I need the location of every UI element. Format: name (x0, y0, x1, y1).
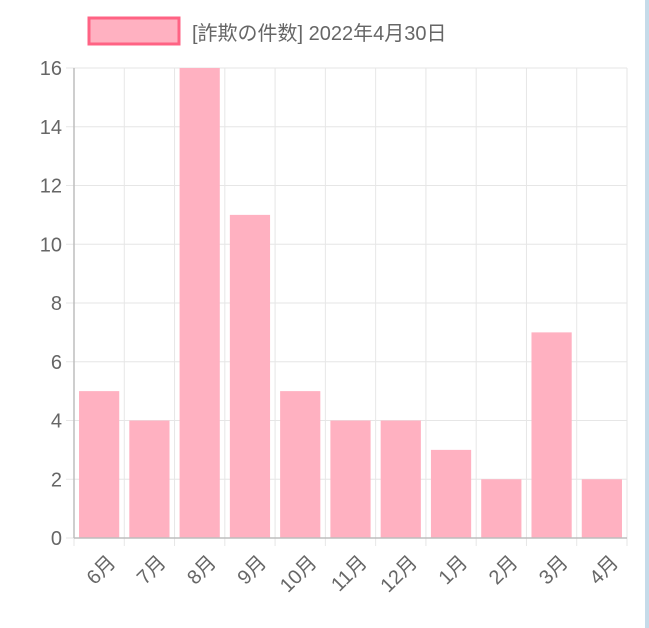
x-tick-label: 6月 (83, 552, 121, 590)
bar-7月[interactable] (129, 420, 170, 539)
legend[interactable]: [詐欺の件数] 2022年4月30日 (87, 16, 447, 46)
x-tick-label: 2月 (485, 552, 523, 590)
page-right-edge (645, 0, 649, 628)
x-tick-label: 4月 (585, 552, 623, 590)
axes (66, 67, 627, 539)
y-tick-label: 0 (51, 528, 62, 550)
y-tick-label: 16 (40, 58, 62, 80)
y-tick-label: 12 (40, 176, 62, 198)
x-tick-label: 9月 (234, 552, 272, 590)
x-tick-label: 12月 (376, 552, 421, 597)
x-tick-label: 11月 (327, 552, 371, 596)
bar-9月[interactable] (229, 214, 271, 538)
bar-2月[interactable] (481, 479, 522, 538)
legend-swatch[interactable] (87, 16, 181, 46)
x-tick-label: 8月 (183, 552, 221, 590)
bar-6月[interactable] (79, 391, 120, 538)
x-tick-label: 1月 (435, 552, 473, 590)
bar-10月[interactable] (280, 391, 321, 538)
x-tick-label: 10月 (276, 552, 321, 597)
y-tick-label: 10 (40, 234, 62, 256)
bar-11月[interactable] (330, 420, 371, 539)
bar-12月[interactable] (380, 420, 421, 539)
x-tick-labels: 6月 7月 8月 9月 10月 11月 12月 1月 2月 3月 4月 (83, 552, 623, 597)
bar-8月[interactable] (179, 68, 220, 538)
y-tick-label: 6 (51, 352, 62, 374)
bars (79, 68, 622, 538)
y-tick-label: 4 (51, 411, 62, 433)
x-tick-label: 7月 (133, 552, 171, 590)
bar-1月[interactable] (430, 449, 472, 538)
y-tick-labels: 0 2 4 6 8 10 12 14 16 (40, 58, 62, 550)
y-tick-label: 8 (51, 293, 62, 315)
legend-label: [詐欺の件数] 2022年4月30日 (192, 22, 447, 45)
y-tick-label: 2 (51, 469, 62, 491)
y-tick-label: 14 (40, 117, 62, 139)
x-tick-label: 3月 (535, 552, 573, 590)
bar-4月[interactable] (581, 479, 622, 538)
bar-3月[interactable] (531, 332, 572, 538)
